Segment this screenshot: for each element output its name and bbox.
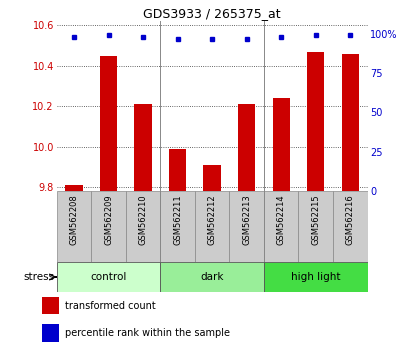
Text: GSM562208: GSM562208 [69, 195, 79, 245]
Bar [341, 53, 359, 191]
Bar [273, 98, 290, 191]
Text: dark: dark [200, 272, 224, 282]
Bar [42, 297, 59, 314]
Bar [134, 104, 152, 191]
Text: stress: stress [24, 272, 55, 282]
Bar [66, 185, 83, 191]
Bar [160, 262, 264, 292]
Bar [229, 191, 264, 262]
Bar [160, 191, 195, 262]
Bar [299, 191, 333, 262]
Text: transformed count: transformed count [65, 301, 156, 311]
Text: GSM562210: GSM562210 [139, 195, 147, 245]
Bar [264, 262, 368, 292]
Bar [91, 191, 126, 262]
Bar [126, 191, 160, 262]
Bar [42, 324, 59, 342]
Text: GSM562211: GSM562211 [173, 195, 182, 245]
Text: high light: high light [291, 272, 341, 282]
Text: GSM562209: GSM562209 [104, 195, 113, 245]
Bar [195, 191, 229, 262]
Text: GSM562214: GSM562214 [277, 195, 286, 245]
Bar [333, 191, 368, 262]
Bar [203, 165, 221, 191]
Text: GSM562215: GSM562215 [311, 195, 320, 245]
Text: control: control [90, 272, 127, 282]
Bar [169, 149, 186, 191]
Title: GDS3933 / 265375_at: GDS3933 / 265375_at [143, 7, 281, 20]
Bar [238, 104, 255, 191]
Text: GSM562213: GSM562213 [242, 195, 251, 245]
Text: GSM562212: GSM562212 [207, 195, 217, 245]
Bar [57, 191, 91, 262]
Bar [100, 56, 117, 191]
Text: GSM562216: GSM562216 [346, 195, 355, 245]
Text: percentile rank within the sample: percentile rank within the sample [65, 328, 230, 338]
Bar [264, 191, 299, 262]
Bar [307, 52, 324, 191]
Bar [57, 262, 160, 292]
